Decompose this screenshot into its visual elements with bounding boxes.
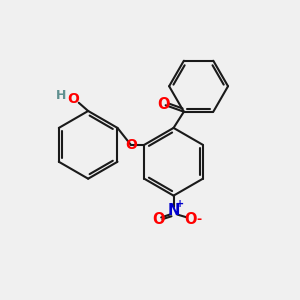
Text: -: - — [196, 213, 201, 226]
Text: H: H — [56, 89, 66, 102]
Text: N: N — [167, 203, 180, 218]
Text: O: O — [157, 97, 169, 112]
Text: O: O — [152, 212, 164, 227]
Text: O: O — [68, 92, 80, 106]
Text: +: + — [176, 200, 184, 209]
Text: O: O — [184, 212, 197, 227]
Text: O: O — [125, 138, 137, 152]
